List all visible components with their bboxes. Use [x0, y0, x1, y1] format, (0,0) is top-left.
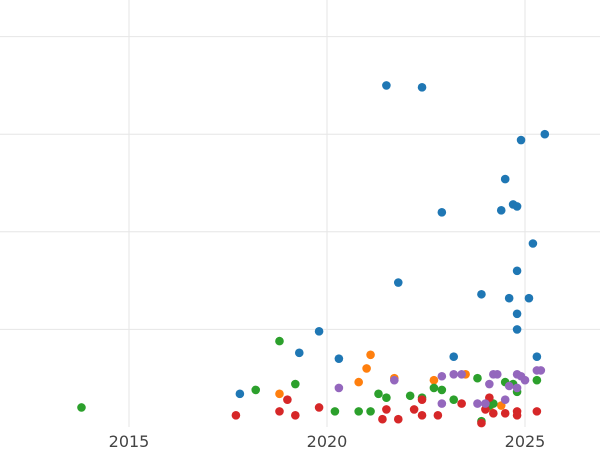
scatter-point [393, 414, 403, 424]
scatter-point [512, 410, 522, 420]
scatter-point [275, 389, 284, 399]
scatter-point [516, 135, 526, 145]
scatter-point [532, 352, 542, 362]
scatter-point [512, 309, 522, 319]
scatter-point [231, 410, 241, 420]
scatter-point [366, 350, 375, 360]
scatter-point [354, 377, 363, 387]
scatter-point [477, 289, 486, 299]
scatter-point [374, 389, 383, 399]
scatter-point [500, 395, 510, 404]
scatter-point [485, 379, 494, 389]
scatter-point [449, 395, 459, 404]
scatter-point [378, 414, 387, 424]
scatter-point [382, 405, 391, 414]
scatter-point [449, 352, 459, 362]
scatter-point [275, 336, 284, 346]
scatter-point [294, 348, 304, 358]
scatter-point [540, 129, 550, 139]
scatter-point [334, 383, 344, 393]
scatter-point [449, 369, 459, 379]
scatter-point [500, 409, 510, 418]
scatter-point [524, 293, 534, 303]
scatter-point [457, 399, 466, 408]
scatter-point [417, 395, 427, 404]
scatter-point [437, 399, 447, 408]
scatter-point [382, 81, 391, 90]
x-tick-label: 2025 [505, 432, 546, 450]
scatter-point [496, 206, 506, 215]
scatter-point [291, 410, 300, 420]
scatter-point [251, 385, 261, 395]
scatter-point [512, 266, 522, 276]
scatter-point [314, 403, 324, 412]
scatter-point [504, 293, 514, 303]
scatter-point [390, 375, 399, 385]
scatter-point [354, 407, 363, 416]
scatter-point [437, 207, 447, 217]
scatter-point [473, 399, 482, 408]
scatter-point [393, 278, 403, 287]
scatter-point [492, 369, 502, 379]
scatter-point [275, 407, 284, 416]
scatter-point [500, 174, 510, 184]
scatter-point [473, 373, 482, 383]
scatter-point [536, 366, 546, 375]
scatter-point [382, 393, 391, 403]
x-tick-label: 2015 [109, 432, 150, 450]
scatter-point [417, 410, 427, 420]
scatter-point [437, 371, 447, 381]
scatter-point [520, 375, 530, 385]
scatter-point [362, 364, 371, 373]
scatter-point [532, 407, 542, 416]
scatter-point [512, 383, 522, 393]
scatter-point [235, 389, 245, 399]
scatter-point [457, 369, 466, 379]
scatter-point [77, 403, 86, 412]
scatter-point [417, 83, 427, 92]
scatter-point [481, 399, 490, 408]
scatter-point [429, 375, 439, 385]
scatter-point [504, 381, 514, 391]
scatter-point [429, 383, 439, 393]
x-tick-label: 2020 [307, 432, 348, 450]
scatter-point [366, 407, 375, 416]
scatter-point [489, 409, 498, 418]
scatter-point [330, 407, 340, 416]
scatter-point [314, 327, 324, 336]
scatter-point [405, 391, 415, 401]
x-tick-labels: 2015 2020 2025 [109, 432, 546, 450]
scatter-point [532, 375, 542, 385]
scatter-point [291, 379, 300, 389]
scatter-point [409, 405, 419, 414]
data-points [77, 81, 550, 428]
scatter-point [528, 239, 538, 248]
scatter-point [512, 325, 522, 334]
scatter-point [433, 410, 443, 420]
scatter-point [334, 354, 344, 363]
gridlines [0, 0, 600, 427]
scatter-point [477, 418, 486, 428]
scatter-point [283, 395, 292, 404]
scatter-point [512, 202, 522, 211]
scatter-point [437, 385, 447, 395]
